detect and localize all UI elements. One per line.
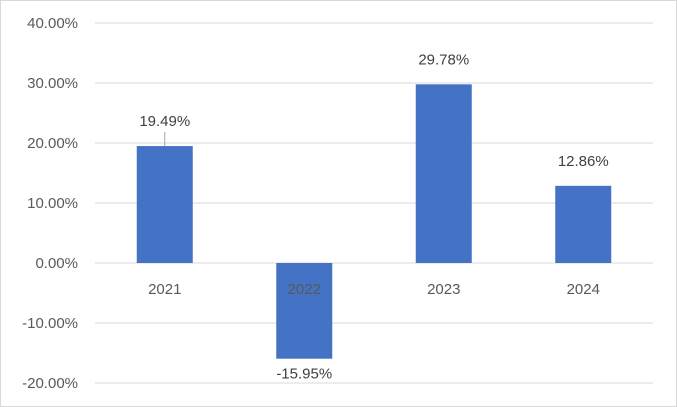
y-tick-label: -20.00% [22, 375, 78, 392]
bar-2024 [555, 185, 612, 263]
bar-2023 [415, 84, 472, 263]
x-tick-label: 2022 [288, 281, 321, 298]
y-tick-label: 40.00% [27, 15, 78, 32]
data-label: -15.95% [276, 366, 332, 383]
y-tick-label: 10.00% [27, 195, 78, 212]
bar-2022 [276, 263, 333, 359]
y-tick-label: 20.00% [27, 135, 78, 152]
y-tick-label: -10.00% [22, 315, 78, 332]
bar-2021 [136, 146, 193, 263]
data-label: 29.78% [418, 51, 469, 68]
x-tick-label: 2024 [567, 281, 600, 298]
x-tick-label: 2023 [427, 281, 460, 298]
data-label: 19.49% [139, 113, 190, 130]
y-tick-label: 30.00% [27, 75, 78, 92]
y-tick-label: 0.00% [35, 255, 78, 272]
data-label: 12.86% [558, 153, 609, 170]
x-tick-label: 2021 [148, 281, 181, 298]
